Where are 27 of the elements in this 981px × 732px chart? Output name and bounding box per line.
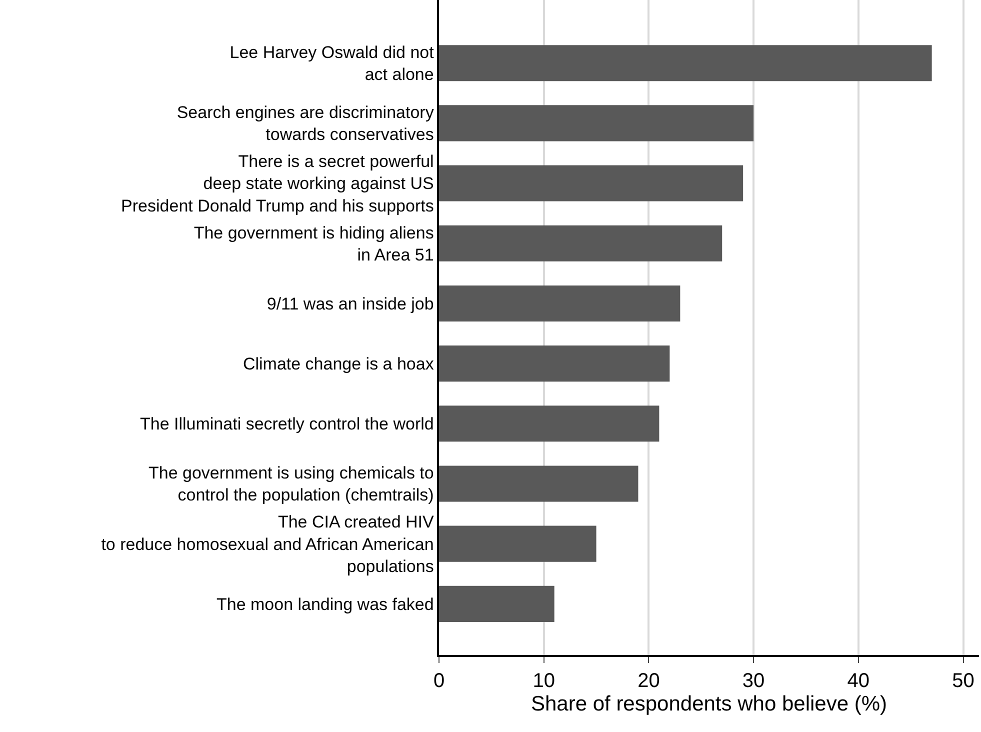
x-tick-label: 50 — [952, 670, 974, 692]
y-tick-label: The government is hiding aliens in Area 51 — [194, 223, 434, 264]
bar — [439, 466, 638, 502]
bar — [439, 225, 722, 262]
bar — [439, 165, 744, 202]
x-tick-label: 40 — [847, 670, 870, 692]
y-tick-label: Lee Harvey Oswald did not act alone — [230, 43, 434, 84]
y-tick-label: Climate change is a hoax — [242, 354, 434, 374]
x-axis-title: Share of respondents who believe (%) — [530, 692, 888, 716]
bar — [439, 586, 554, 622]
y-tick-label: 9/11 was an inside job — [266, 294, 434, 314]
x-tick-label: 0 — [433, 670, 445, 692]
x-tick-label: 10 — [532, 670, 555, 692]
bar — [439, 346, 670, 382]
x-tick-label: 20 — [638, 670, 660, 692]
y-tick-label: There is a secret powerful deep state working against US President Donald Trump and his supports — [121, 152, 434, 216]
y-tick-label: Search engines are discriminatory towards conservatives — [176, 103, 434, 144]
bar — [439, 105, 754, 142]
bar — [439, 45, 932, 82]
y-tick-label: The moon landing was faked — [216, 594, 434, 614]
y-tick-label: The government is using chemicals to control the population (chemtrails) — [148, 464, 434, 505]
x-tick-label: 30 — [742, 670, 765, 692]
y-tick-label: The CIA created HIV to reduce homosexual and African American populations — [101, 512, 435, 576]
bar — [439, 285, 680, 322]
bar — [439, 406, 660, 442]
y-tick-label: The Illuminati secretly control the world — [140, 414, 434, 434]
bar — [439, 526, 596, 562]
